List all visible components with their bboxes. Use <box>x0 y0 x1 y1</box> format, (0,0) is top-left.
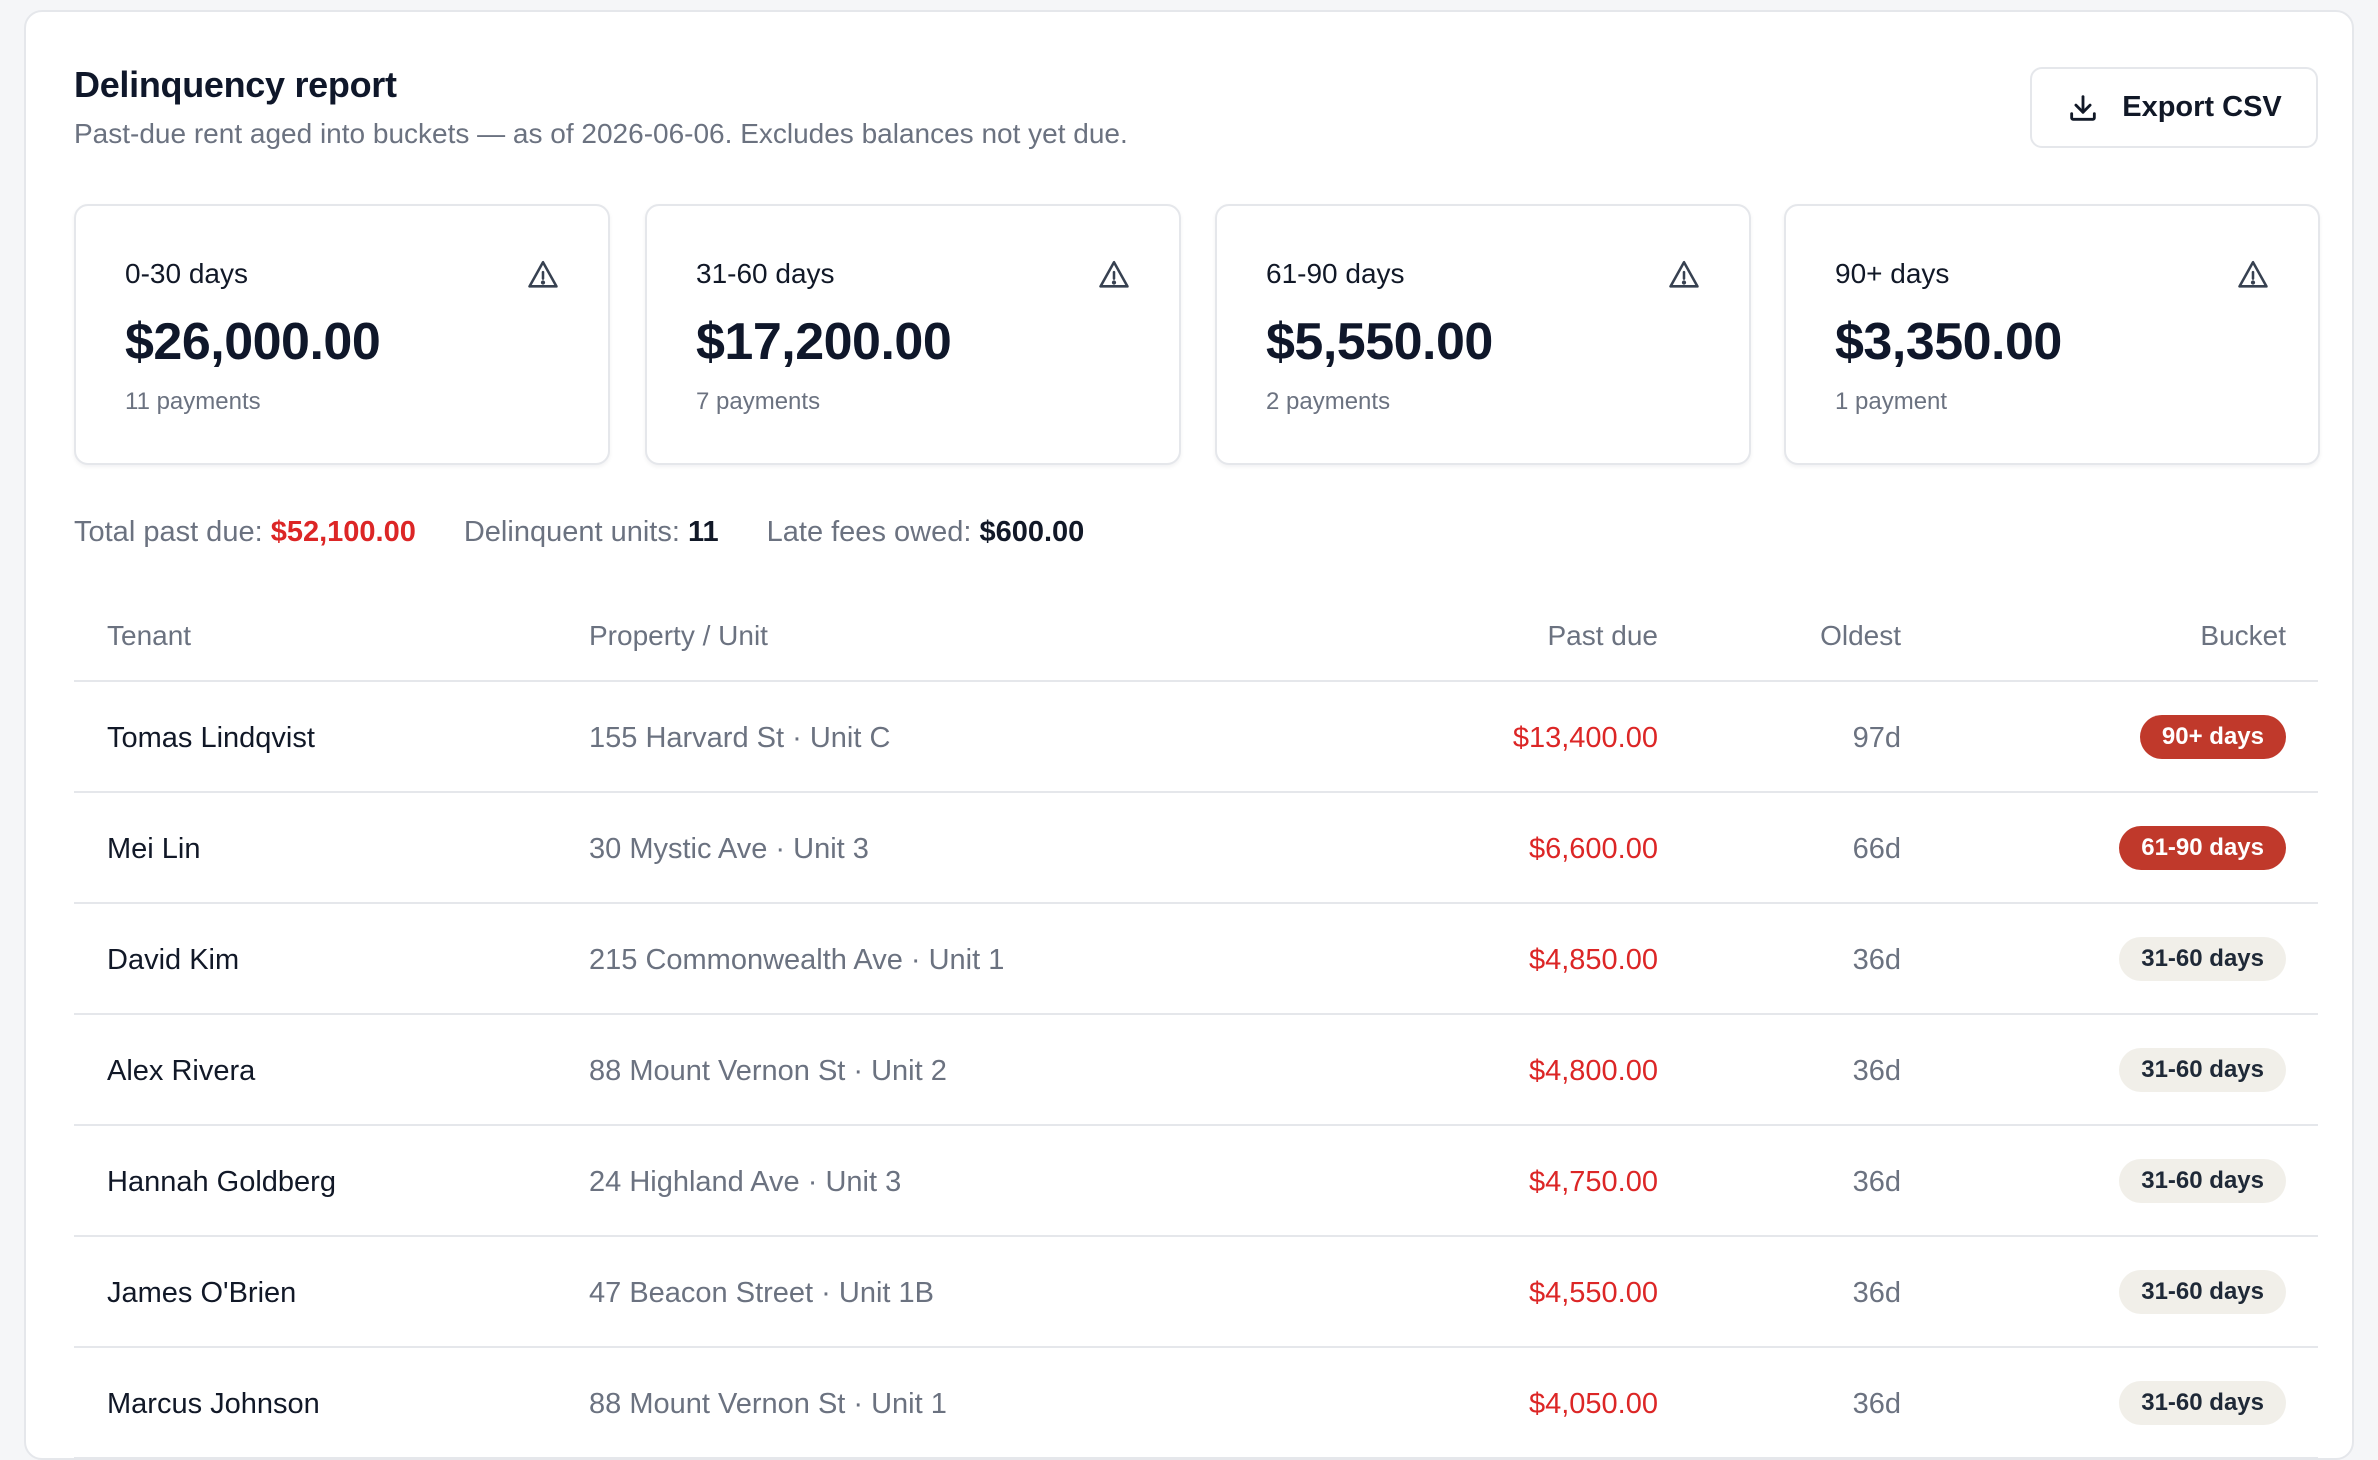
past-due-amount: $4,050.00 <box>1528 1388 1658 1420</box>
total-past-due-label: Total past due: <box>74 516 263 548</box>
bucket-badge: 31-60 days <box>2119 1381 2286 1425</box>
bucket-card-label: 61-90 days <box>1266 258 1405 289</box>
tenant-name: Alex Rivera <box>107 1055 256 1087</box>
column-header-property[interactable]: Property / Unit <box>589 620 768 651</box>
delinquent-units-value: 11 <box>687 516 719 548</box>
oldest-days: 36d <box>1852 1055 1901 1087</box>
page-subtitle: Past-due rent aged into buckets — as of … <box>74 118 1128 149</box>
bucket-card-count: 7 payments <box>696 388 821 415</box>
column-header-bucket[interactable]: Bucket <box>2200 620 2286 651</box>
column-header-oldest[interactable]: Oldest <box>1820 620 1901 651</box>
bucket-card-90-plus: 90+ days $3,350.00 1 payment <box>1784 204 2320 465</box>
bucket-card-amount: $26,000.00 <box>125 313 381 371</box>
export-csv-button[interactable]: Export CSV <box>2030 67 2318 148</box>
late-fees: Late fees owed: $600.00 <box>767 516 1085 549</box>
column-header-tenant[interactable]: Tenant <box>107 620 192 651</box>
bucket-card-61-90: 61-90 days $5,550.00 2 payments <box>1215 204 1751 465</box>
past-due-amount: $4,750.00 <box>1528 1166 1658 1198</box>
table-row[interactable]: Tomas Lindqvist 155 Harvard St · Unit C … <box>74 682 2318 793</box>
tenant-name: James O'Brien <box>107 1277 297 1309</box>
bucket-card-count: 1 payment <box>1835 388 1948 415</box>
bucket-badge: 61-90 days <box>2119 826 2286 870</box>
delinquent-units-label: Delinquent units: <box>463 516 680 548</box>
bucket-badge: 31-60 days <box>2119 1159 2286 1203</box>
bucket-card-amount: $5,550.00 <box>1266 313 1493 371</box>
oldest-days: 36d <box>1852 944 1901 976</box>
bucket-card-amount: $17,200.00 <box>696 313 952 371</box>
property-unit: 215 Commonwealth Ave · Unit 1 <box>589 944 1005 976</box>
property-unit: 24 Highland Ave · Unit 3 <box>589 1166 902 1198</box>
table-header: Tenant Property / Unit Past due Oldest B… <box>74 596 2318 682</box>
oldest-days: 97d <box>1852 722 1901 754</box>
past-due-amount: $4,850.00 <box>1528 944 1658 976</box>
bucket-card-count: 11 payments <box>125 388 261 415</box>
summary-bar: Total past due: $52,100.00 Delinquent un… <box>74 516 1084 549</box>
table-row[interactable]: David Kim 215 Commonwealth Ave · Unit 1 … <box>74 904 2318 1015</box>
bucket-card-label: 31-60 days <box>696 258 835 289</box>
bucket-card-31-60: 31-60 days $17,200.00 7 payments <box>645 204 1181 465</box>
bucket-card-amount: $3,350.00 <box>1835 313 2062 371</box>
delinquent-units: Delinquent units: 11 <box>464 516 719 549</box>
bucket-card-label: 90+ days <box>1835 258 1950 289</box>
page: Delinquency report Past-due rent aged in… <box>24 10 2354 1460</box>
column-header-past-due[interactable]: Past due <box>1547 620 1658 651</box>
table-row[interactable]: Marcus Johnson 88 Mount Vernon St · Unit… <box>74 1348 2318 1459</box>
tenant-name: Hannah Goldberg <box>107 1166 336 1198</box>
table-row[interactable]: Mei Lin 30 Mystic Ave · Unit 3 $6,600.00… <box>74 793 2318 904</box>
late-fees-label: Late fees owed: <box>766 516 972 548</box>
warning-icon <box>2238 260 2268 288</box>
oldest-days: 36d <box>1852 1388 1901 1420</box>
property-unit: 88 Mount Vernon St · Unit 1 <box>589 1388 947 1420</box>
past-due-amount: $6,600.00 <box>1528 833 1658 865</box>
property-unit: 47 Beacon Street · Unit 1B <box>589 1277 934 1309</box>
warning-icon <box>1669 260 1699 288</box>
tenant-name: Tomas Lindqvist <box>107 722 315 754</box>
oldest-days: 36d <box>1852 1166 1901 1198</box>
bucket-card-label: 0-30 days <box>125 258 248 289</box>
property-unit: 30 Mystic Ave · Unit 3 <box>589 833 869 865</box>
warning-icon <box>1099 260 1129 288</box>
past-due-amount: $4,800.00 <box>1528 1055 1658 1087</box>
bucket-badge: 31-60 days <box>2119 1048 2286 1092</box>
bucket-badge: 31-60 days <box>2119 937 2286 981</box>
tenant-name: Mei Lin <box>107 833 201 865</box>
oldest-days: 66d <box>1852 833 1901 865</box>
oldest-days: 36d <box>1852 1277 1901 1309</box>
late-fees-value: $600.00 <box>979 516 1085 548</box>
warning-icon <box>528 260 558 288</box>
property-unit: 155 Harvard St · Unit C <box>589 722 891 754</box>
bucket-badge: 31-60 days <box>2119 1270 2286 1314</box>
page-title: Delinquency report <box>74 64 397 105</box>
table-row[interactable]: James O'Brien 47 Beacon Street · Unit 1B… <box>74 1237 2318 1348</box>
table-row[interactable]: Alex Rivera 88 Mount Vernon St · Unit 2 … <box>74 1015 2318 1126</box>
property-unit: 88 Mount Vernon St · Unit 2 <box>589 1055 947 1087</box>
export-csv-label: Export CSV <box>2122 91 2282 123</box>
tenant-name: Marcus Johnson <box>107 1388 320 1420</box>
tenant-name: David Kim <box>107 944 240 976</box>
delinquency-table: Tenant Property / Unit Past due Oldest B… <box>74 596 2318 1459</box>
total-past-due: Total past due: $52,100.00 <box>74 516 416 549</box>
bucket-badge: 90+ days <box>2139 715 2286 759</box>
total-past-due-value: $52,100.00 <box>270 516 416 548</box>
bucket-card-0-30: 0-30 days $26,000.00 11 payments <box>74 204 610 465</box>
bucket-card-count: 2 payments <box>1266 388 1391 415</box>
download-icon <box>2070 94 2096 121</box>
table-row[interactable]: Hannah Goldberg 24 Highland Ave · Unit 3… <box>74 1126 2318 1237</box>
past-due-amount: $4,550.00 <box>1528 1277 1658 1309</box>
past-due-amount: $13,400.00 <box>1512 722 1658 754</box>
